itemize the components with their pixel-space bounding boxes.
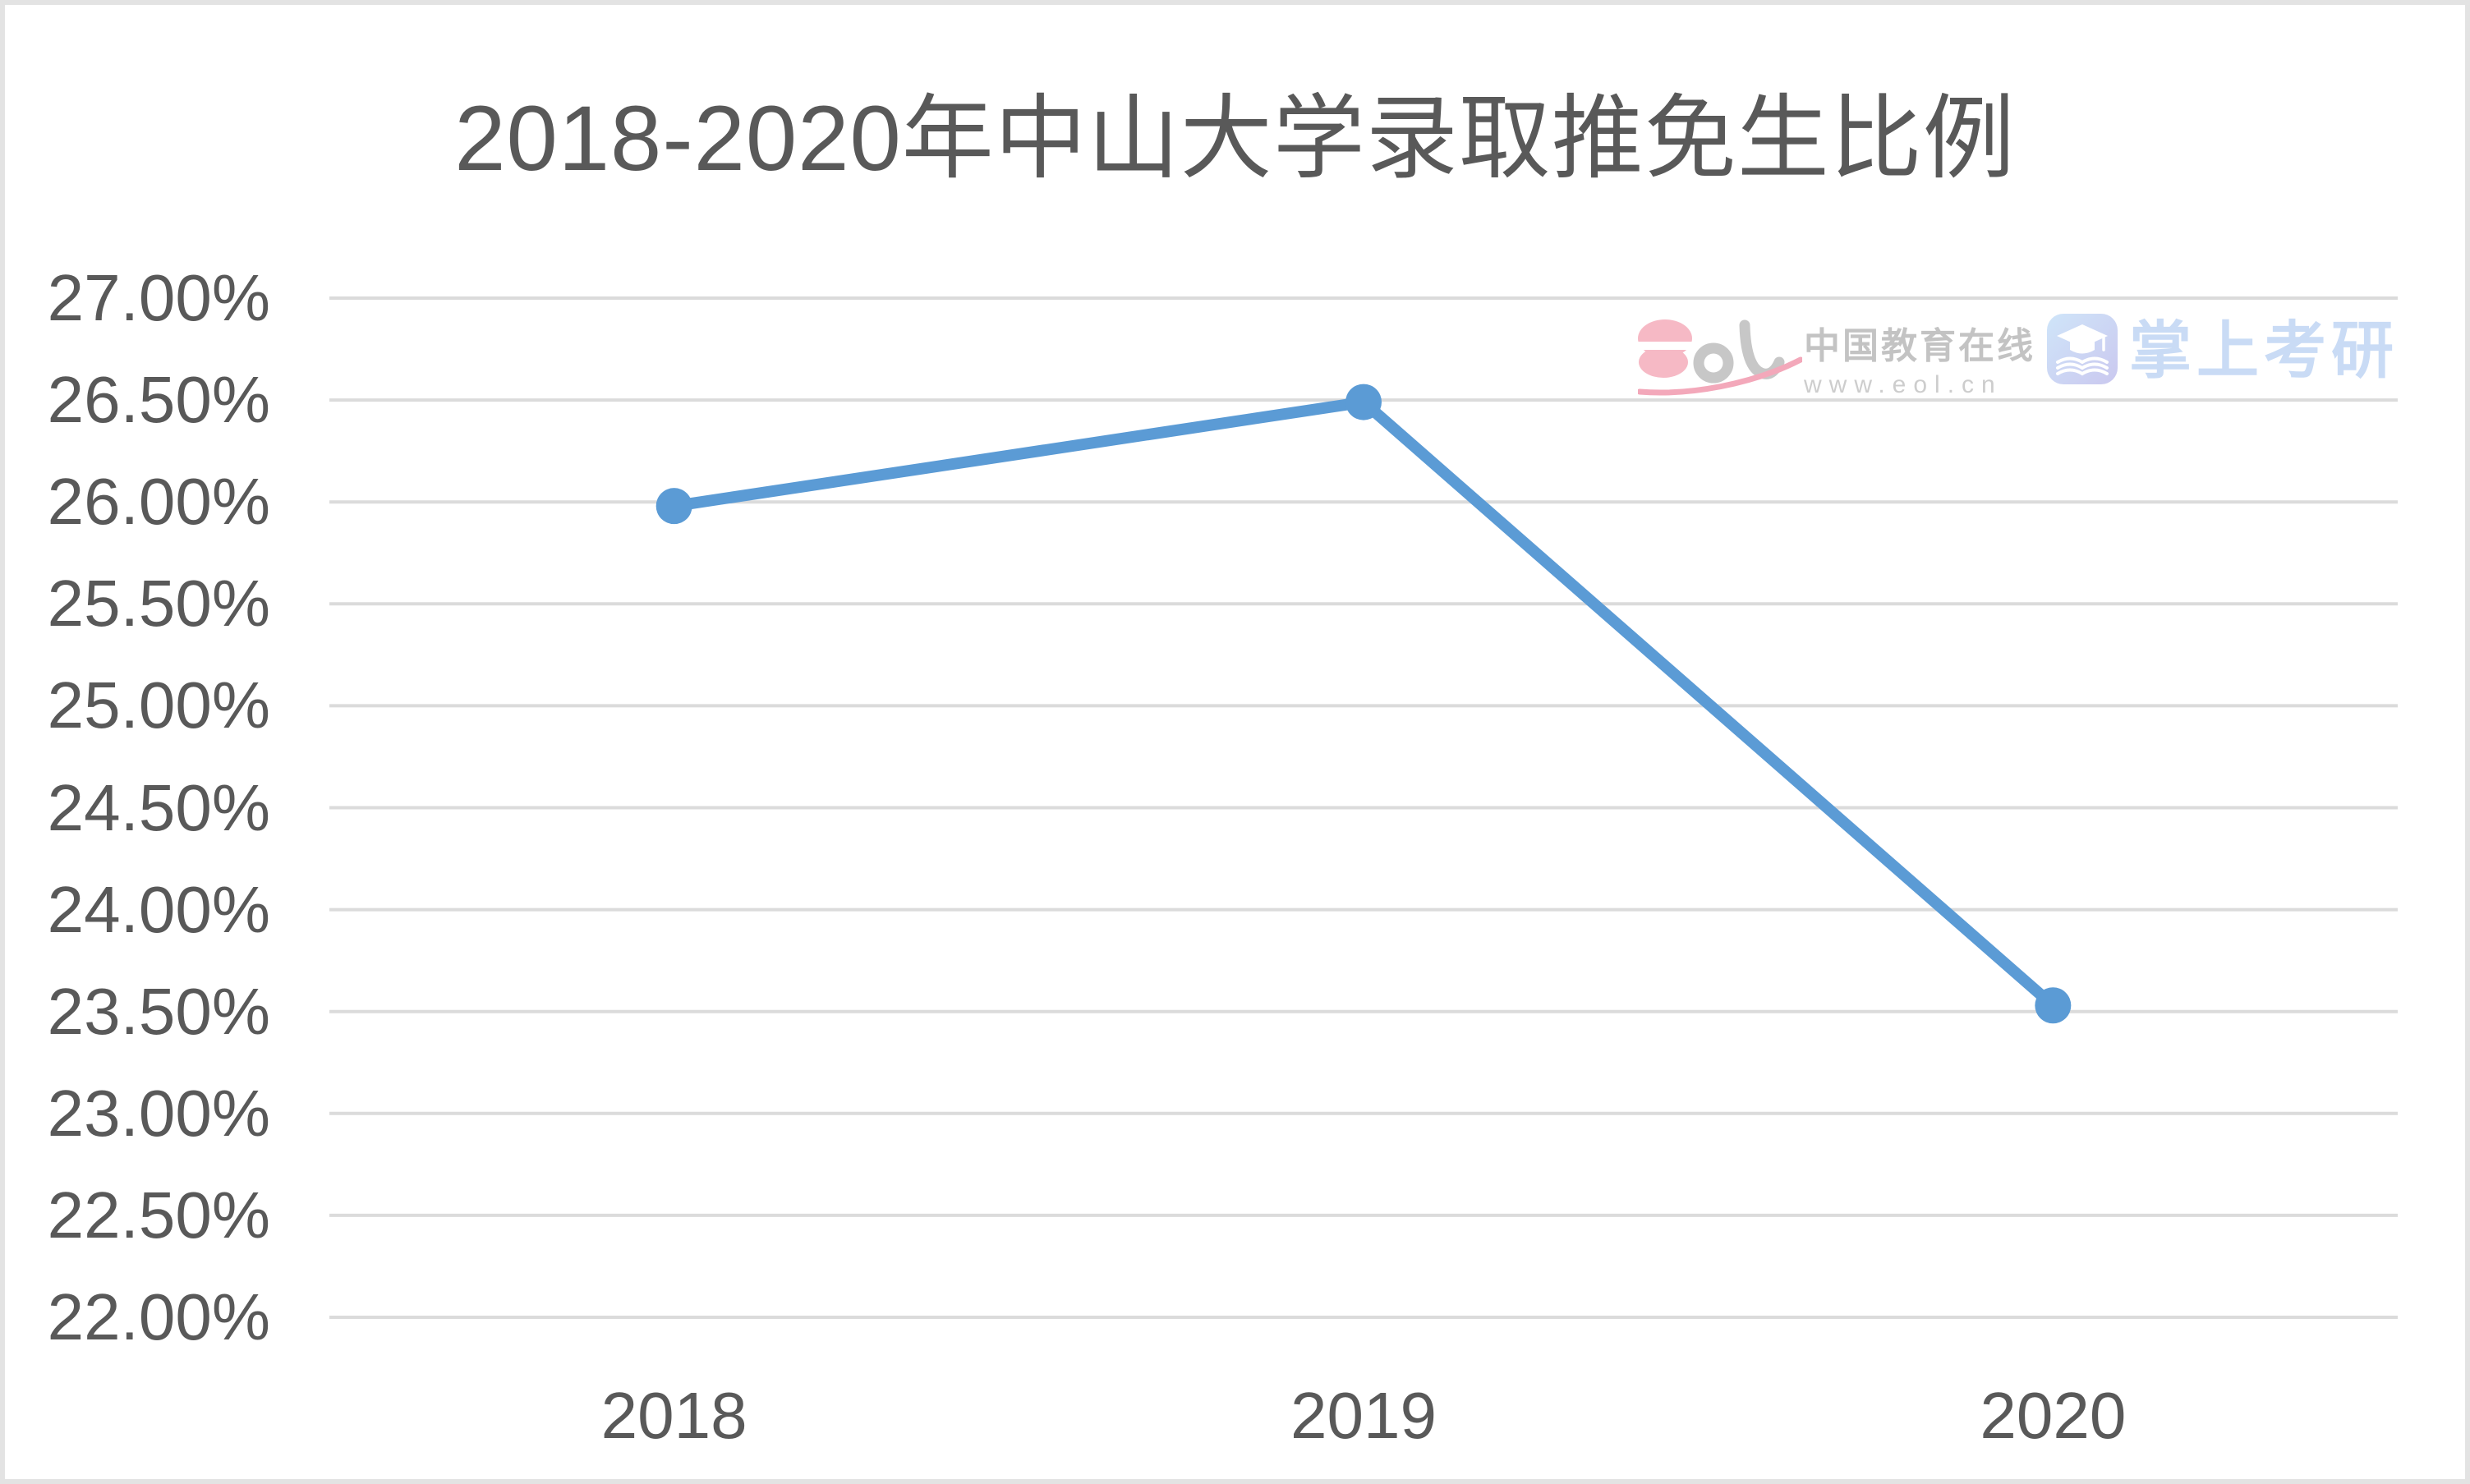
data-point-marker xyxy=(2035,987,2072,1024)
y-tick-label: 23.50% xyxy=(47,974,270,1048)
line-chart-plot xyxy=(329,296,2398,1319)
y-tick-label: 23.00% xyxy=(47,1076,270,1150)
eol-logo-icon xyxy=(1638,319,1802,396)
watermark-url-text: www.eol.cn xyxy=(1804,371,2003,398)
chart-title: 2018-2020年中山大学录取推免生比例 xyxy=(454,87,2016,190)
y-tick-label: 25.00% xyxy=(47,668,270,742)
data-point-marker xyxy=(655,488,692,525)
watermark: 中国教育在线 www.eol.cn 掌上考研 xyxy=(1638,310,2399,397)
y-tick-label: 26.50% xyxy=(47,363,270,437)
y-tick-label: 22.50% xyxy=(47,1178,270,1252)
y-tick-label: 24.50% xyxy=(47,770,270,844)
watermark-brand-text: 中国教育在线 xyxy=(1804,326,2035,366)
y-tick-label: 24.00% xyxy=(47,872,270,946)
y-tick-label: 22.00% xyxy=(47,1280,270,1353)
x-tick-label: 2018 xyxy=(600,1379,747,1452)
x-tick-label: 2020 xyxy=(1980,1379,2127,1452)
y-tick-label: 25.50% xyxy=(47,567,270,641)
watermark-text-block: 中国教育在线 www.eol.cn xyxy=(1804,326,2035,398)
trend-line xyxy=(673,396,2057,1010)
y-tick-label: 26.00% xyxy=(47,465,270,539)
x-tick-label: 2019 xyxy=(1290,1379,1437,1452)
graduation-cap-book-icon xyxy=(2047,314,2118,384)
watermark-kaoyan-text: 掌上考研 xyxy=(2129,316,2399,386)
data-point-marker xyxy=(1345,384,1382,420)
y-tick-label: 27.00% xyxy=(47,261,270,334)
